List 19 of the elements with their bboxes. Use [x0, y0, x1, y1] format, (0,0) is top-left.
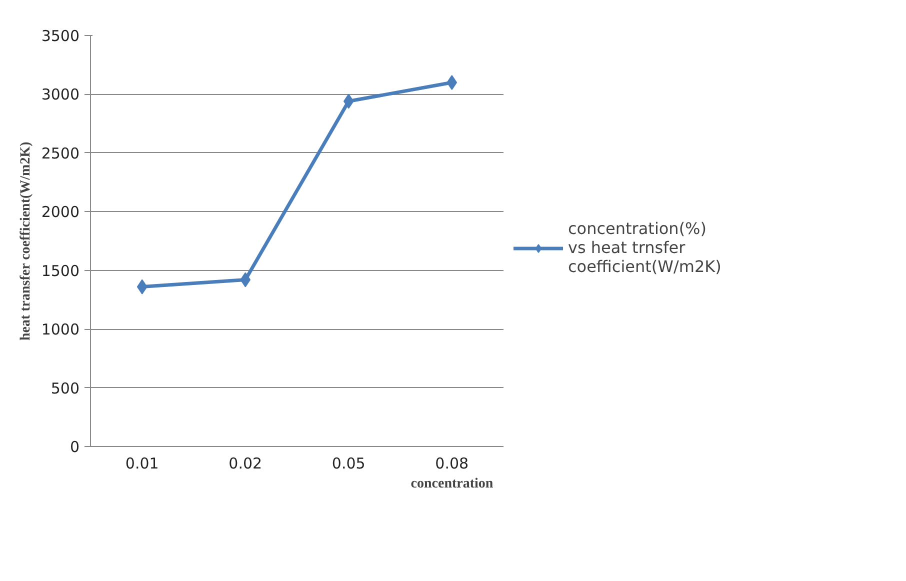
point	[343, 94, 354, 109]
y-tick-label: 3500	[41, 27, 80, 45]
point	[136, 279, 148, 294]
x-tick-label: 0.05	[332, 454, 366, 472]
x-tick-label: 0.02	[228, 454, 262, 472]
legend-label: concentration(%) vs heat trnsfer coefficient(W/m2K)	[568, 219, 722, 276]
y-axis-title: heat transfer coefficient(W/m2K)	[18, 141, 34, 341]
x-tick-label: 0.01	[125, 454, 159, 472]
point	[240, 272, 251, 288]
y-tick-label: 1500	[41, 262, 80, 280]
x-tick-label: 0.08	[435, 454, 469, 472]
x-axis-title: concentration	[410, 476, 494, 492]
y-tick-label: 1000	[41, 320, 80, 339]
y-tick-label: 500	[50, 379, 80, 398]
y-tick-label: 2500	[41, 144, 80, 162]
y-tick-label: 2000	[41, 203, 80, 222]
y-tick-label: 0	[70, 438, 80, 456]
y-tick-label: 3000	[41, 86, 80, 104]
point	[446, 74, 458, 90]
